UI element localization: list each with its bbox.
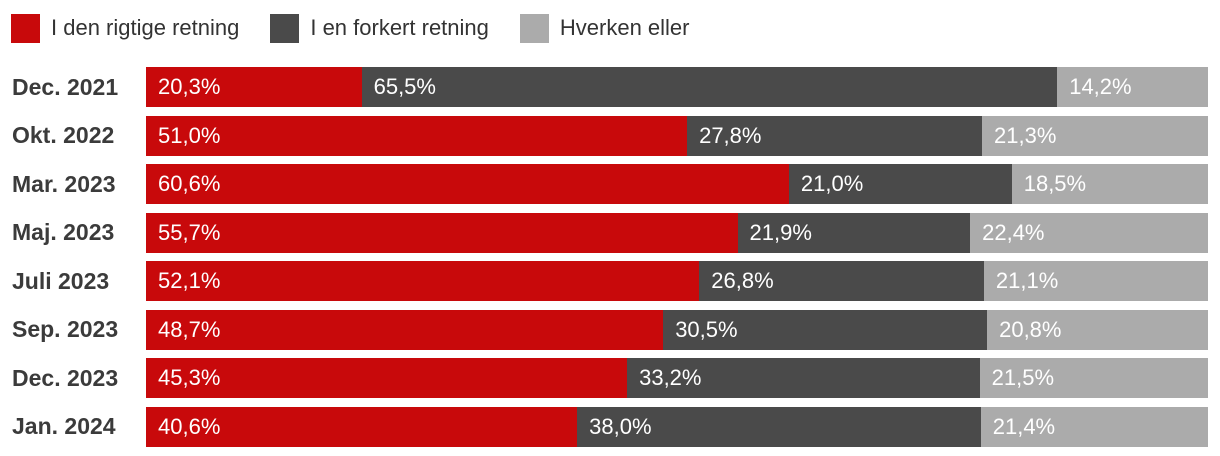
bar-segment-i-den-rigtige-retning: 45,3% — [146, 358, 628, 398]
bar-segment-i-den-rigtige-retning: 48,7% — [146, 309, 664, 350]
segment-value: 52,1% — [158, 268, 221, 293]
category-label: Juli 2023 — [12, 267, 110, 294]
segment-value: 21,4% — [992, 413, 1056, 439]
legend: I den rigtige retning I en forkert retnin… — [0, 0, 1220, 43]
chart-row: Jan. 2024 40,6% 38,0% 21,4% — [0, 406, 1220, 447]
legend-swatch-icon — [519, 13, 549, 43]
category-label: Okt. 2022 — [12, 122, 115, 148]
stacked-bar: 20,3% 65,5% 14,2% — [146, 67, 1208, 107]
stacked-bar: 48,7% 30,5% 20,8% — [146, 309, 1208, 350]
chart-row: Mar. 2023 60,6% 21,0% 18,5% — [0, 164, 1220, 204]
category-label: Jan. 2024 — [12, 413, 116, 439]
chart-row: Sep. 2023 48,7% 30,5% 20,8% — [0, 309, 1220, 350]
category-label: Dec. 2023 — [12, 364, 119, 391]
segment-value: 38,0% — [589, 413, 652, 439]
legend-item: I den rigtige retning — [11, 13, 240, 43]
bar-segment-hverken-eller: 22,4% — [970, 212, 1208, 253]
bar-segment-i-en-forkert-retning: 33,2% — [627, 358, 980, 398]
legend-label: Hverken eller — [559, 15, 690, 40]
bar-segment-hverken-eller: 21,3% — [982, 115, 1208, 156]
bar-segment-hverken-eller: 21,4% — [980, 406, 1208, 447]
segment-value: 21,5% — [991, 365, 1055, 390]
segment-value: 65,5% — [373, 74, 436, 99]
category-label: Mar. 2023 — [12, 170, 116, 197]
bar-segment-hverken-eller: 21,1% — [983, 261, 1208, 301]
segment-value: 55,7% — [158, 219, 221, 245]
segment-value: 33,2% — [639, 365, 702, 390]
legend-label: I en forkert retning — [310, 15, 489, 40]
segment-value: 21,9% — [749, 219, 812, 245]
segment-value: 30,5% — [675, 316, 738, 342]
stacked-bar: 55,7% 21,9% 22,4% — [146, 212, 1208, 253]
segment-value: 20,3% — [158, 74, 221, 99]
bar-segment-i-den-rigtige-retning: 20,3% — [146, 67, 362, 107]
chart-row: Juli 2023 52,1% 26,8% 21,1% — [0, 261, 1220, 301]
stacked-bar: 40,6% 38,0% 21,4% — [146, 406, 1208, 447]
segment-value: 45,3% — [158, 365, 221, 390]
bar-segment-i-den-rigtige-retning: 40,6% — [146, 406, 578, 447]
legend-item: Hverken eller — [519, 13, 690, 43]
stacked-bar-chart: Dec. 2021 20,3% 65,5% 14,2% Okt. 2022 51,0% 27… — [0, 67, 1220, 447]
segment-value: 14,2% — [1069, 74, 1132, 99]
stacked-bar: 51,0% 27,8% 21,3% — [146, 115, 1208, 156]
segment-value: 27,8% — [699, 122, 762, 148]
bar-segment-i-en-forkert-retning: 38,0% — [577, 406, 981, 447]
segment-value: 21,1% — [995, 268, 1059, 293]
category-label: Maj. 2023 — [12, 219, 115, 245]
legend-item: I en forkert retning — [270, 13, 489, 43]
legend-swatch-icon — [11, 13, 40, 43]
bar-segment-i-en-forkert-retning: 27,8% — [687, 115, 983, 156]
bar-segment-hverken-eller: 14,2% — [1057, 67, 1208, 107]
segment-value: 40,6% — [158, 413, 221, 439]
legend-swatch-icon — [270, 13, 300, 43]
bar-segment-i-en-forkert-retning: 30,5% — [663, 309, 988, 350]
bar-segment-i-en-forkert-retning: 21,0% — [788, 164, 1012, 204]
chart-row: Okt. 2022 51,0% 27,8% 21,3% — [0, 115, 1220, 156]
stacked-bar: 45,3% 33,2% 21,5% — [146, 358, 1208, 398]
category-label: Sep. 2023 — [12, 316, 119, 342]
segment-value: 48,7% — [158, 316, 221, 342]
segment-value: 21,0% — [800, 171, 864, 196]
category-label: Dec. 2021 — [12, 73, 119, 100]
bar-segment-i-den-rigtige-retning: 60,6% — [146, 164, 789, 204]
legend-label: I den rigtige retning — [51, 15, 240, 40]
bar-segment-i-en-forkert-retning: 65,5% — [361, 67, 1058, 107]
chart-row: Maj. 2023 55,7% 21,9% 22,4% — [0, 212, 1220, 253]
chart-row: Dec. 2021 20,3% 65,5% 14,2% — [0, 67, 1220, 107]
bar-segment-i-en-forkert-retning: 26,8% — [699, 261, 984, 301]
segment-value: 20,8% — [999, 316, 1062, 342]
segment-value: 51,0% — [158, 122, 221, 148]
segment-value: 60,6% — [158, 171, 221, 196]
stacked-bar: 52,1% 26,8% 21,1% — [146, 261, 1208, 301]
bar-segment-i-den-rigtige-retning: 51,0% — [146, 115, 688, 156]
bar-segment-i-en-forkert-retning: 21,9% — [737, 212, 971, 253]
segment-value: 26,8% — [711, 268, 774, 293]
segment-value: 18,5% — [1023, 171, 1087, 196]
bar-segment-hverken-eller: 18,5% — [1011, 164, 1208, 204]
chart-row: Dec. 2023 45,3% 33,2% 21,5% — [0, 358, 1220, 398]
bar-segment-i-den-rigtige-retning: 55,7% — [146, 212, 738, 253]
segment-value: 22,4% — [982, 219, 1045, 245]
segment-value: 21,3% — [994, 122, 1057, 148]
bar-segment-hverken-eller: 21,5% — [979, 358, 1208, 398]
stacked-bar: 60,6% 21,0% 18,5% — [146, 164, 1208, 204]
bar-segment-hverken-eller: 20,8% — [987, 309, 1208, 350]
bar-segment-i-den-rigtige-retning: 52,1% — [146, 261, 700, 301]
